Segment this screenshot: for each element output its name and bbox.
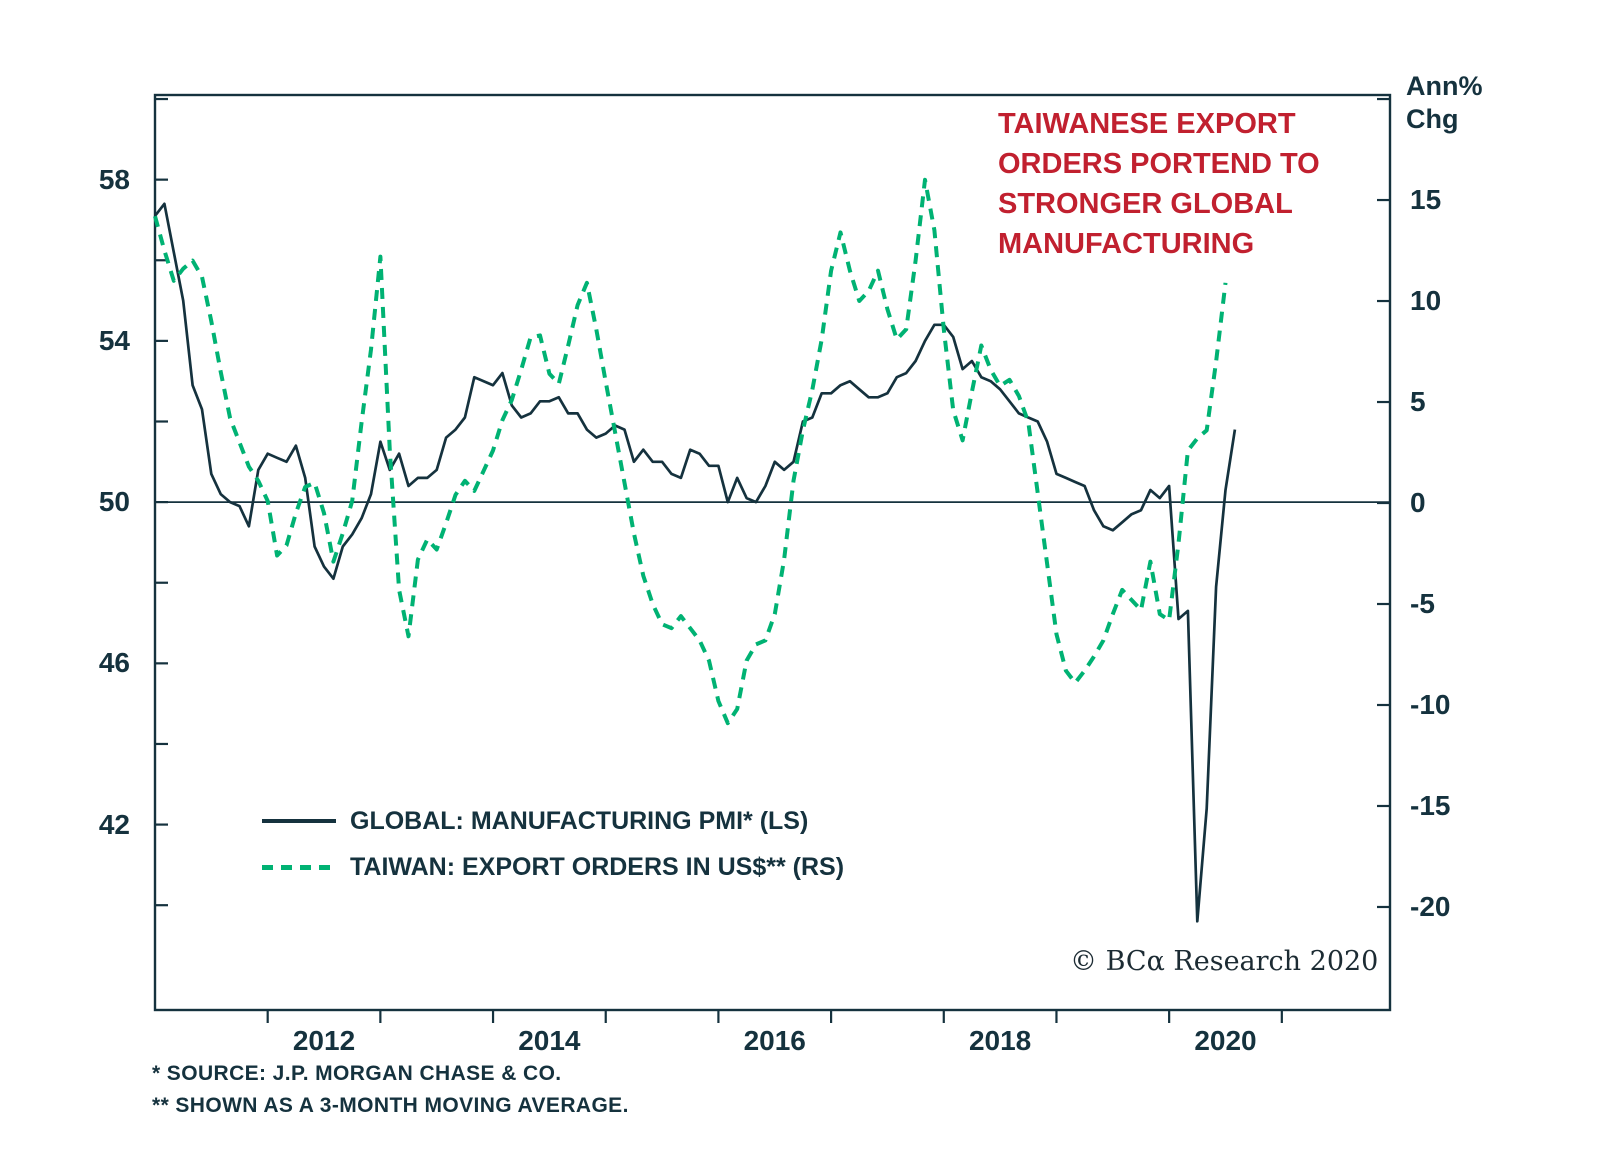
legend-label-global-pmi: GLOBAL: MANUFACTURING PMI* (LS) (350, 806, 809, 835)
right-axis-label-5: 5 (1410, 386, 1426, 418)
x-axis-label-2012: 2012 (292, 1025, 356, 1056)
x-axis-label-2020: 2020 (1194, 1025, 1257, 1056)
left-axis-label-42: 42 (98, 808, 130, 840)
right-axis-label--10: -10 (1410, 689, 1451, 720)
right-axis-label-15: 15 (1410, 184, 1442, 216)
legend-item-global-pmi: GLOBAL: MANUFACTURING PMI* (LS) (262, 804, 844, 838)
right-axis-label--5: -5 (1410, 588, 1435, 619)
right-axis-title-line2: Chg (1406, 104, 1459, 134)
x-axis-label-2016: 2016 (743, 1025, 806, 1056)
right-axis-title-line1: Ann% (1406, 71, 1483, 101)
x-axis-label-2018: 2018 (968, 1025, 1032, 1056)
chart-legend: GLOBAL: MANUFACTURING PMI* (LS) TAIWAN: … (262, 804, 844, 896)
footnotes: * SOURCE: J.P. MORGAN CHASE & CO. ** SHO… (152, 1058, 629, 1122)
right-axis-label--15: -15 (1410, 789, 1451, 821)
legend-label-taiwan-orders: TAIWAN: EXPORT ORDERS IN US$** (RS) (350, 852, 845, 881)
x-axis-label-2014: 2014 (518, 1025, 581, 1056)
copyright-text: © BCα Research 2020 (1070, 946, 1379, 977)
footnote-source: * SOURCE: J.P. MORGAN CHASE & CO. (152, 1062, 562, 1085)
chart-headline: TAIWANESE EXPORT ORDERS PORTEND TO STRON… (998, 108, 1320, 260)
legend-item-taiwan-orders: TAIWAN: EXPORT ORDERS IN US$** (RS) (262, 850, 844, 884)
right-axis-label--20: -20 (1410, 890, 1451, 922)
left-axis-label-58: 58 (98, 163, 130, 195)
right-axis-label-0: 0 (1410, 487, 1426, 518)
legend-swatch-solid (262, 819, 336, 823)
plot-frame (153, 93, 1392, 1012)
left-axis-label-54: 54 (98, 324, 130, 356)
left-axis-label-50: 50 (98, 486, 130, 518)
right-axis-title: Ann% Chg (1406, 70, 1483, 136)
legend-swatch-dashed (262, 864, 336, 870)
footnote-moving-average: ** SHOWN AS A 3-MONTH MOVING AVERAGE. (152, 1094, 629, 1117)
right-axis-label-10: 10 (1410, 285, 1442, 317)
series-global-pmi-line (153, 202, 1237, 923)
left-axis-label-46: 46 (98, 647, 130, 679)
series-taiwan-export-orders-line (153, 177, 1228, 726)
